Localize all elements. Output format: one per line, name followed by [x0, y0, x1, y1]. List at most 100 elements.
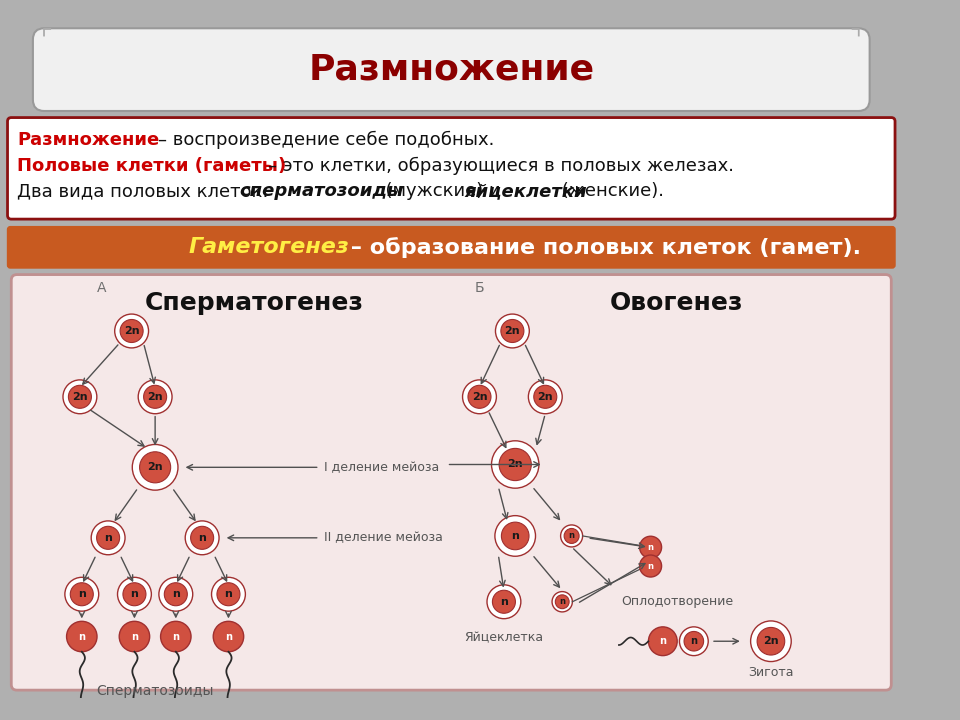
Text: 2n: 2n: [505, 326, 520, 336]
Text: I деление мейоза: I деление мейоза: [324, 461, 440, 474]
FancyBboxPatch shape: [12, 274, 891, 690]
FancyBboxPatch shape: [8, 117, 895, 219]
Text: n: n: [79, 631, 85, 642]
Circle shape: [495, 516, 536, 557]
Text: n: n: [131, 631, 138, 642]
Circle shape: [648, 627, 677, 656]
Text: n: n: [660, 636, 666, 647]
Circle shape: [160, 621, 191, 652]
Circle shape: [495, 314, 529, 348]
Circle shape: [211, 577, 246, 611]
Text: сперматозоиды: сперматозоиды: [240, 182, 404, 200]
Text: n: n: [105, 533, 112, 543]
Text: А: А: [97, 281, 107, 294]
Circle shape: [117, 577, 152, 611]
Circle shape: [164, 582, 187, 606]
Text: Зигота: Зигота: [748, 666, 794, 680]
Circle shape: [492, 590, 516, 613]
Circle shape: [65, 577, 99, 611]
Circle shape: [751, 621, 791, 662]
Circle shape: [501, 320, 524, 343]
Circle shape: [501, 522, 529, 550]
Text: Овогенез: Овогенез: [611, 291, 744, 315]
Circle shape: [555, 595, 569, 608]
Text: Размножение: Размножение: [17, 131, 159, 149]
Circle shape: [463, 380, 496, 414]
Circle shape: [144, 385, 167, 408]
Text: n: n: [225, 589, 232, 599]
Text: яйцеклетки: яйцеклетки: [465, 182, 588, 200]
Text: Два вида половых клеток:: Два вида половых клеток:: [17, 182, 275, 200]
Text: 2n: 2n: [147, 392, 163, 402]
Circle shape: [680, 627, 708, 656]
Text: (женские).: (женские).: [556, 182, 663, 200]
Circle shape: [561, 525, 583, 547]
Circle shape: [564, 528, 579, 544]
Text: (мужские) и: (мужские) и: [374, 182, 507, 200]
Circle shape: [499, 449, 531, 481]
Circle shape: [191, 526, 214, 549]
Circle shape: [139, 451, 171, 483]
Text: Оплодотворение: Оплодотворение: [621, 595, 733, 608]
Text: 2n: 2n: [147, 462, 163, 472]
Text: 2n: 2n: [763, 636, 779, 647]
Text: n: n: [648, 543, 654, 552]
Text: 2n: 2n: [508, 459, 523, 469]
Circle shape: [123, 582, 146, 606]
Text: n: n: [512, 531, 519, 541]
Circle shape: [552, 592, 572, 612]
Circle shape: [639, 536, 661, 558]
Circle shape: [684, 631, 704, 651]
Text: n: n: [198, 533, 206, 543]
FancyBboxPatch shape: [33, 28, 870, 111]
Text: Гаметогенез: Гаметогенез: [188, 238, 348, 257]
Text: n: n: [172, 589, 180, 599]
FancyBboxPatch shape: [8, 227, 895, 268]
Text: n: n: [648, 562, 654, 570]
Text: II деление мейоза: II деление мейоза: [324, 531, 444, 544]
Text: Яйцеклетка: Яйцеклетка: [465, 631, 543, 644]
Text: n: n: [78, 589, 85, 599]
Circle shape: [66, 621, 97, 652]
Text: n: n: [568, 531, 575, 541]
Text: Б: Б: [474, 281, 484, 294]
Circle shape: [91, 521, 125, 554]
Text: Размножение: Размножение: [308, 53, 594, 86]
Circle shape: [217, 582, 240, 606]
Circle shape: [132, 444, 178, 490]
Text: n: n: [172, 631, 180, 642]
Text: ⌝: ⌝: [850, 27, 861, 52]
Text: – воспроизведение себе подобных.: – воспроизведение себе подобных.: [158, 131, 494, 149]
Text: Половые клетки (гаметы): Половые клетки (гаметы): [17, 156, 286, 174]
Text: n: n: [225, 631, 232, 642]
Circle shape: [185, 521, 219, 554]
Text: 2n: 2n: [72, 392, 87, 402]
Circle shape: [114, 314, 149, 348]
Circle shape: [757, 627, 784, 655]
Circle shape: [528, 380, 563, 414]
Text: 2n: 2n: [471, 392, 488, 402]
Text: n: n: [500, 597, 508, 607]
Circle shape: [63, 380, 97, 414]
Text: Сперматозоиды: Сперматозоиды: [96, 684, 214, 698]
Circle shape: [138, 380, 172, 414]
Circle shape: [119, 621, 150, 652]
Circle shape: [97, 526, 120, 549]
Text: n: n: [690, 636, 697, 647]
Circle shape: [487, 585, 521, 618]
Text: – образование половых клеток (гамет).: – образование половых клеток (гамет).: [343, 237, 861, 258]
Text: 2n: 2n: [538, 392, 553, 402]
Text: n: n: [131, 589, 138, 599]
Circle shape: [492, 441, 539, 488]
Circle shape: [534, 385, 557, 408]
Circle shape: [159, 577, 193, 611]
Text: ⌜: ⌜: [41, 27, 53, 52]
Circle shape: [68, 385, 91, 408]
Text: n: n: [560, 598, 565, 606]
Circle shape: [70, 582, 93, 606]
Circle shape: [213, 621, 244, 652]
Circle shape: [468, 385, 491, 408]
Text: – это клетки, образующиеся в половых железах.: – это клетки, образующиеся в половых жел…: [268, 156, 734, 175]
Circle shape: [639, 555, 661, 577]
Circle shape: [120, 320, 143, 343]
